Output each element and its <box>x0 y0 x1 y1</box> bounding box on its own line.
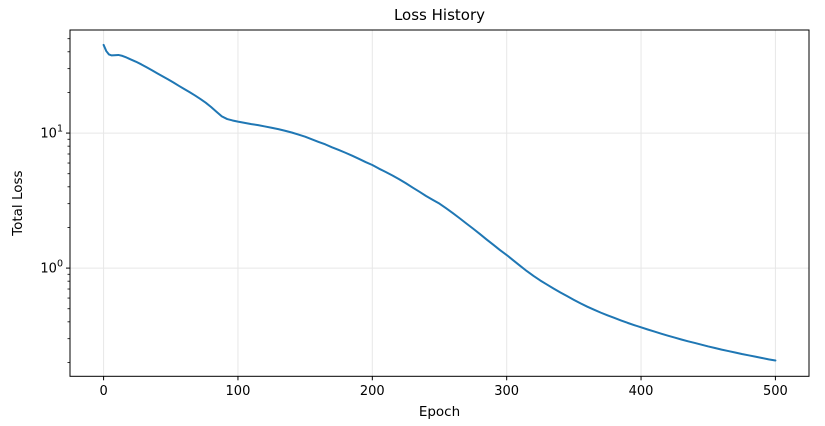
x-tick-label: 200 <box>360 384 385 399</box>
x-tick-label: 300 <box>494 384 519 399</box>
x-tick-label: 100 <box>226 384 251 399</box>
y-tick-label: 100 <box>40 259 63 277</box>
grid-lines <box>70 30 809 377</box>
axis-ticks <box>66 38 776 381</box>
y-axis-label: Total Loss <box>10 170 26 236</box>
loss-curve <box>102 43 777 362</box>
x-tick-label: 500 <box>763 384 788 399</box>
plot-border <box>69 29 810 377</box>
loss-curve-line <box>102 43 777 362</box>
axis-tick-labels: 0 100 200 300 400 500 101 100 <box>40 124 787 399</box>
x-tick-label: 400 <box>629 384 654 399</box>
y-tick-label: 101 <box>40 124 63 142</box>
x-tick-label: 0 <box>99 384 107 399</box>
chart-title: Loss History <box>394 6 485 24</box>
x-axis-label: Epoch <box>419 404 460 420</box>
